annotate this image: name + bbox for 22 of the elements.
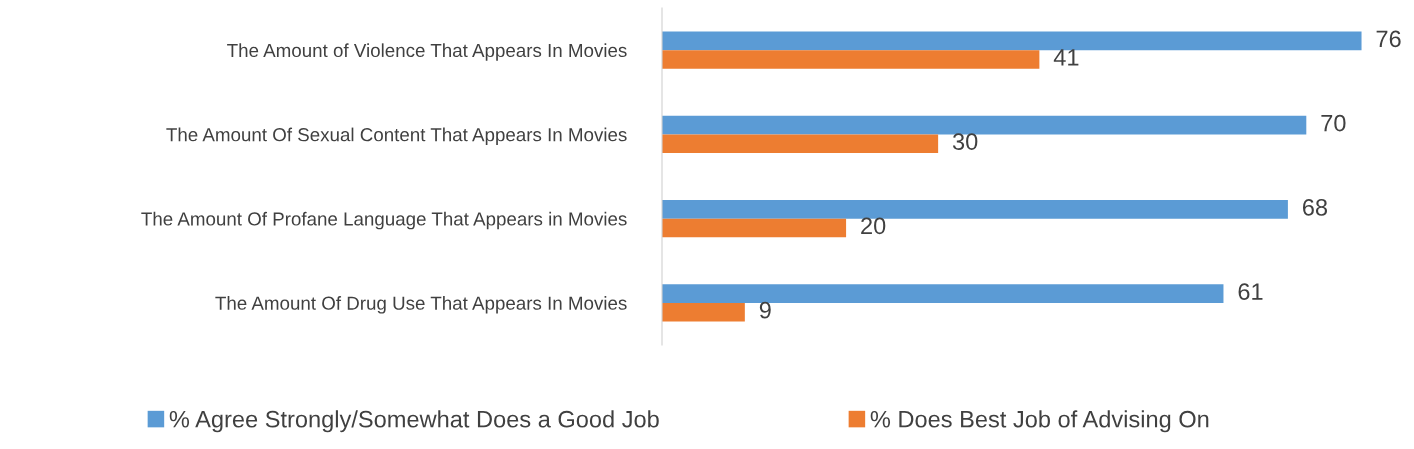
legend-label: % Agree Strongly/Somewhat Does a Good Job bbox=[169, 410, 659, 433]
data-label: 30 bbox=[952, 133, 978, 150]
bar bbox=[662, 50, 1040, 69]
bar bbox=[662, 134, 939, 153]
bar bbox=[662, 200, 1288, 219]
bar bbox=[662, 302, 745, 322]
data-label: 70 bbox=[1321, 114, 1346, 132]
data-label: 9 bbox=[759, 301, 771, 319]
y-tick-label: The Amount Of Profane Language That Appears in Movies bbox=[141, 211, 627, 230]
legend-label: % Does Best Job of Advising On bbox=[870, 410, 1209, 433]
data-label: 20 bbox=[861, 217, 886, 235]
bar bbox=[662, 218, 847, 238]
y-tick-label: The Amount of Violence That Appears In Movies bbox=[227, 43, 627, 61]
bar bbox=[662, 115, 1307, 135]
data-label: 68 bbox=[1302, 198, 1328, 216]
y-tick-label: The Amount Of Sexual Content That Appears In Movies bbox=[166, 127, 627, 146]
data-label: 61 bbox=[1238, 283, 1263, 300]
bar bbox=[662, 284, 1224, 303]
bar bbox=[662, 31, 1362, 51]
data-label: 41 bbox=[1053, 49, 1079, 66]
y-tick-label: The Amount Of Drug Use That Appears In Movies bbox=[215, 296, 627, 314]
data-label: 76 bbox=[1376, 30, 1401, 48]
